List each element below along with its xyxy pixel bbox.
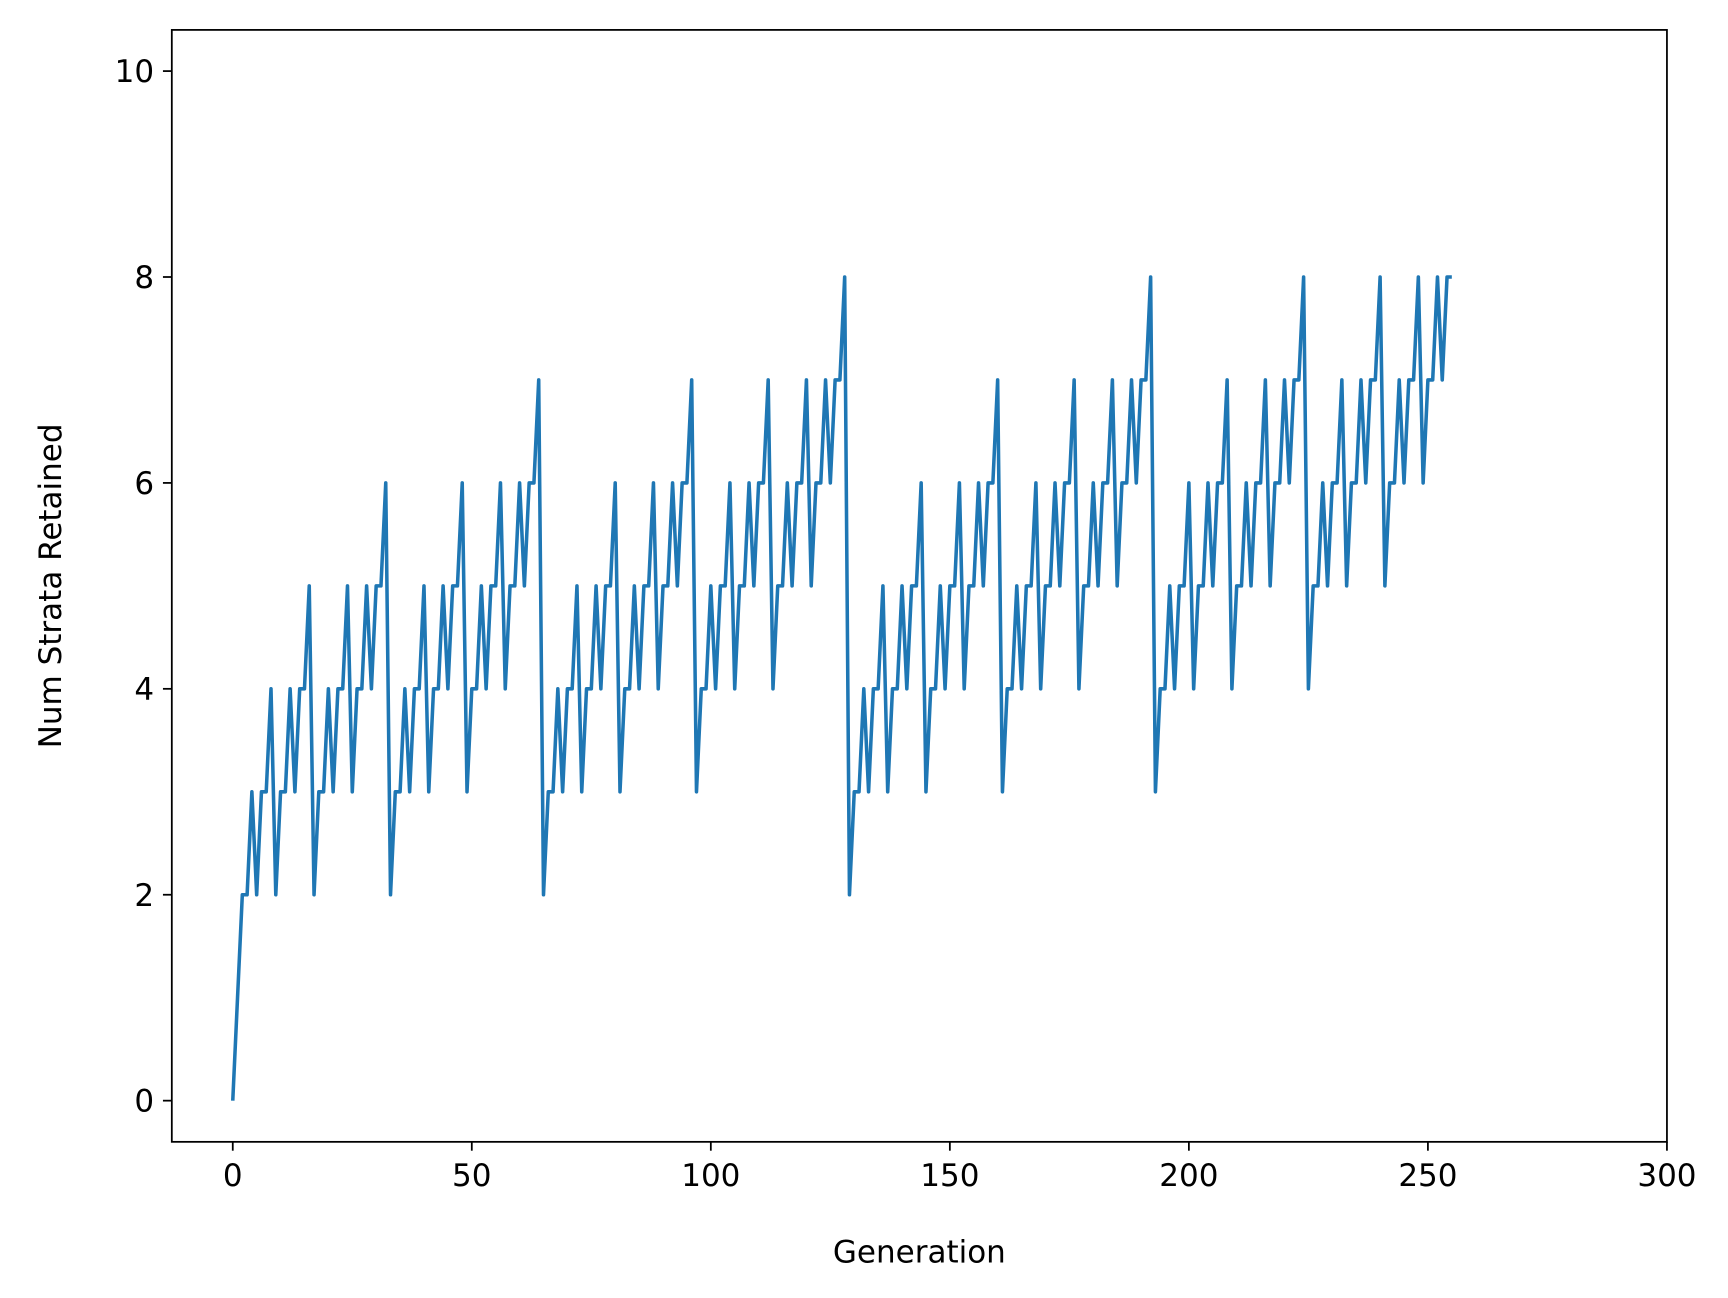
y-axis-label: Num Strata Retained	[33, 423, 69, 748]
y-tick-label: 6	[134, 466, 154, 502]
x-tick-label: 200	[1159, 1158, 1218, 1194]
x-tick-label: 150	[920, 1158, 979, 1194]
y-tick-label: 2	[134, 878, 154, 914]
x-tick-label: 0	[223, 1158, 243, 1194]
y-tick-label: 4	[134, 672, 154, 708]
data-line	[230, 275, 1452, 1101]
y-tick-label: 0	[134, 1084, 154, 1120]
x-tick-label: 250	[1398, 1158, 1457, 1194]
x-tick-label: 100	[681, 1158, 740, 1194]
x-axis-label: Generation	[833, 1235, 1006, 1271]
plot-frame	[170, 29, 1668, 1143]
y-tick-label: 10	[115, 54, 154, 90]
y-tick-label: 8	[134, 260, 154, 296]
x-tick-label: 50	[452, 1158, 491, 1194]
x-tick-label: 300	[1637, 1158, 1696, 1194]
